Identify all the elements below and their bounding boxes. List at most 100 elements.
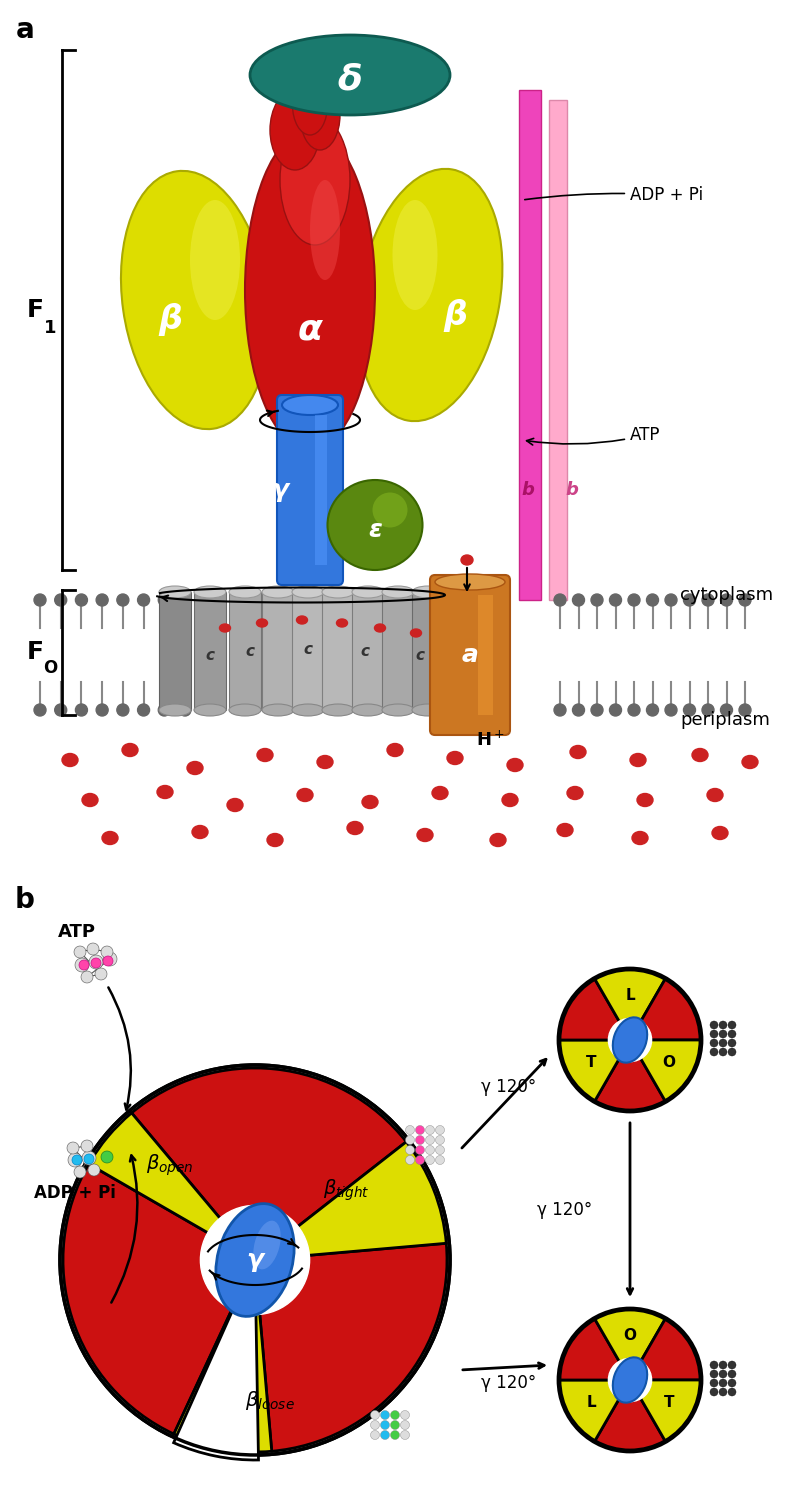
- Ellipse shape: [254, 1221, 281, 1269]
- Circle shape: [74, 1166, 86, 1178]
- Circle shape: [591, 594, 603, 606]
- Circle shape: [179, 704, 191, 716]
- Text: c: c: [360, 645, 370, 660]
- Text: ADP + Pi: ADP + Pi: [34, 1184, 116, 1202]
- Circle shape: [702, 704, 714, 716]
- Circle shape: [684, 594, 696, 606]
- Circle shape: [728, 1030, 736, 1038]
- Ellipse shape: [712, 827, 728, 840]
- Ellipse shape: [300, 80, 340, 150]
- Circle shape: [101, 946, 113, 958]
- Circle shape: [117, 704, 129, 716]
- Text: 1: 1: [44, 320, 56, 338]
- Circle shape: [425, 1125, 435, 1134]
- Bar: [549, 100, 567, 600]
- Ellipse shape: [447, 752, 463, 765]
- Ellipse shape: [692, 748, 708, 762]
- Ellipse shape: [257, 748, 273, 762]
- Circle shape: [103, 956, 113, 966]
- Circle shape: [401, 1410, 409, 1419]
- Ellipse shape: [267, 834, 283, 846]
- Ellipse shape: [102, 831, 118, 844]
- Circle shape: [628, 704, 640, 716]
- Circle shape: [68, 1154, 82, 1167]
- Circle shape: [610, 594, 622, 606]
- Circle shape: [665, 594, 677, 606]
- Circle shape: [416, 1125, 425, 1134]
- Wedge shape: [560, 1040, 630, 1101]
- Wedge shape: [630, 1320, 700, 1380]
- Circle shape: [436, 1136, 444, 1144]
- Circle shape: [405, 1155, 414, 1164]
- Circle shape: [158, 704, 170, 716]
- Ellipse shape: [229, 586, 261, 598]
- Circle shape: [719, 1360, 727, 1370]
- Circle shape: [76, 594, 87, 606]
- Text: c: c: [246, 645, 254, 660]
- Text: ADP + Pi: ADP + Pi: [525, 186, 703, 204]
- Text: γ: γ: [246, 1248, 263, 1272]
- Wedge shape: [630, 1380, 700, 1440]
- Ellipse shape: [219, 624, 231, 632]
- Circle shape: [103, 952, 117, 966]
- Ellipse shape: [250, 34, 450, 116]
- Wedge shape: [255, 1142, 446, 1260]
- Ellipse shape: [227, 798, 243, 812]
- Ellipse shape: [297, 616, 308, 624]
- Circle shape: [370, 1420, 379, 1430]
- Circle shape: [405, 1136, 414, 1144]
- Circle shape: [728, 1048, 736, 1056]
- Ellipse shape: [632, 831, 648, 844]
- Ellipse shape: [432, 786, 448, 800]
- Bar: [292, 592, 324, 710]
- Ellipse shape: [82, 794, 98, 807]
- Text: a: a: [16, 16, 34, 44]
- Circle shape: [608, 1359, 652, 1401]
- Ellipse shape: [297, 789, 313, 801]
- Wedge shape: [595, 1310, 665, 1380]
- Ellipse shape: [282, 394, 338, 416]
- Wedge shape: [560, 980, 630, 1040]
- Ellipse shape: [373, 492, 408, 528]
- Circle shape: [55, 704, 67, 716]
- Text: ATP: ATP: [526, 426, 661, 445]
- Ellipse shape: [245, 130, 375, 450]
- Ellipse shape: [215, 1203, 294, 1317]
- Circle shape: [370, 1410, 379, 1419]
- Ellipse shape: [613, 1017, 647, 1062]
- Circle shape: [702, 594, 714, 606]
- Text: c: c: [416, 648, 425, 663]
- Ellipse shape: [270, 90, 320, 170]
- Circle shape: [96, 704, 108, 716]
- Circle shape: [728, 1022, 736, 1029]
- Ellipse shape: [412, 704, 444, 716]
- Ellipse shape: [280, 116, 350, 244]
- Ellipse shape: [194, 586, 226, 598]
- Text: c: c: [304, 642, 312, 657]
- Ellipse shape: [358, 170, 502, 422]
- FancyBboxPatch shape: [277, 394, 343, 585]
- Ellipse shape: [347, 822, 363, 834]
- Ellipse shape: [570, 746, 586, 759]
- Text: γ 120°: γ 120°: [537, 1202, 592, 1219]
- Bar: [315, 416, 327, 566]
- Ellipse shape: [393, 200, 437, 310]
- Circle shape: [728, 1360, 736, 1370]
- Text: cytoplasm: cytoplasm: [680, 586, 773, 604]
- Text: O: O: [662, 1054, 675, 1070]
- Ellipse shape: [382, 704, 414, 716]
- Ellipse shape: [192, 825, 208, 839]
- Ellipse shape: [417, 828, 433, 842]
- Circle shape: [572, 704, 584, 716]
- Text: γ 120°: γ 120°: [482, 1078, 537, 1096]
- Circle shape: [719, 1378, 727, 1388]
- Text: β: β: [158, 303, 182, 336]
- Circle shape: [416, 1146, 425, 1155]
- Text: $\beta_{tight}$: $\beta_{tight}$: [324, 1178, 370, 1203]
- FancyBboxPatch shape: [430, 574, 510, 735]
- Circle shape: [739, 704, 751, 716]
- Circle shape: [646, 594, 658, 606]
- Text: a: a: [462, 644, 479, 668]
- Bar: [194, 592, 226, 710]
- Text: c: c: [205, 648, 215, 663]
